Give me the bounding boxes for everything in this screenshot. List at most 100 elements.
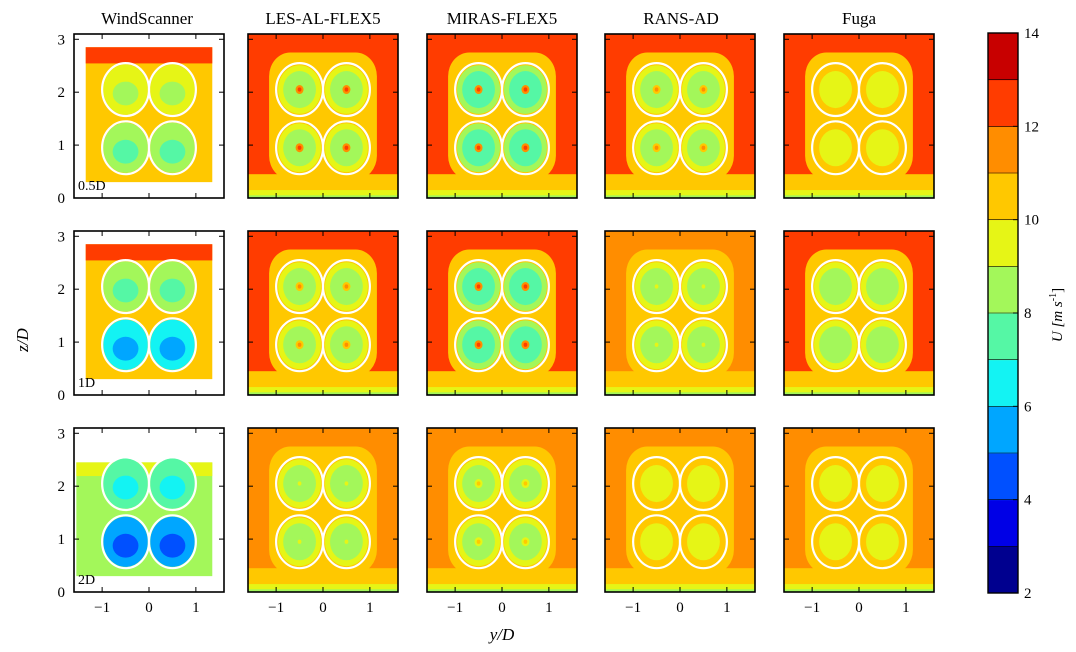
rotor-wake-core <box>866 465 899 503</box>
panel-les-al-flex5-1d <box>247 230 399 396</box>
colorbar-tick-label: 8 <box>1024 306 1032 322</box>
y-axis-label-text: z/D <box>13 327 32 352</box>
rotor-outline <box>678 258 728 315</box>
rotor-outline <box>678 455 728 512</box>
rotor-outline <box>678 514 728 570</box>
hub-jet <box>344 284 349 289</box>
rotor-outline <box>147 120 197 176</box>
colorbar-band <box>988 313 1018 361</box>
rotor-wake-deficit <box>159 475 186 500</box>
rotor-wake-deficit <box>159 81 186 106</box>
rotor-wake-deficit <box>112 533 139 558</box>
panel-rans-ad-1d <box>604 230 756 396</box>
rotor-wake-core <box>819 523 852 561</box>
rotor-wake-core <box>866 326 899 364</box>
upper-flow-band <box>85 244 213 261</box>
rotor-wake-core <box>819 71 852 109</box>
hub-jet <box>523 284 528 289</box>
rotor-wake-core <box>866 268 899 306</box>
y-tick-label: 3 <box>58 32 66 48</box>
axis-ticks: 0 1 2 3 0 1 2 3 0 1 2 3 −1 0 1 −1 0 1 −1 0 1 −1 0 1 −1 0 1 <box>58 32 910 616</box>
y-tick-label: 1 <box>58 138 66 154</box>
column-title-fuga: Fuga <box>842 9 876 28</box>
panel-les-al-flex5-2d <box>247 427 399 593</box>
rotor-wake-core <box>640 465 673 503</box>
y-tick-label: 2 <box>58 479 66 495</box>
hub-jet <box>701 145 706 150</box>
hub-jet <box>297 539 302 544</box>
rotor-outline <box>321 258 371 315</box>
y-tick-label: 3 <box>58 229 66 245</box>
colorbar-band <box>988 546 1018 594</box>
hub-jet <box>476 539 481 544</box>
rotor-outline <box>321 61 371 118</box>
hub-jet <box>344 539 349 544</box>
rotor-outline <box>857 258 907 315</box>
hub-jet <box>476 284 481 289</box>
colorbar-band <box>988 359 1018 407</box>
colorbar-band <box>988 266 1018 314</box>
hub-jet <box>523 145 528 150</box>
colorbar-tick-label: 12 <box>1024 119 1039 135</box>
x-tick-label: 0 <box>319 600 327 616</box>
rotor-wake-core <box>819 268 852 306</box>
row-tag: 1D <box>78 376 95 391</box>
panel-grid: 0.5D 1D 2D <box>73 33 935 593</box>
rotor-outline <box>857 61 907 118</box>
column-titles: WindScanner LES-AL-FLEX5 MIRAS-FLEX5 RAN… <box>101 9 876 28</box>
hub-jet <box>344 481 349 486</box>
colorbar-band <box>988 219 1018 267</box>
hub-jet <box>297 145 302 150</box>
x-tick-label: −1 <box>804 600 820 616</box>
y-tick-label: 0 <box>58 585 66 601</box>
hub-jet <box>476 481 481 486</box>
hub-jet <box>344 145 349 150</box>
rotor-outline <box>500 455 550 512</box>
hub-jet <box>654 284 659 289</box>
x-tick-label: 0 <box>498 600 506 616</box>
rotor-outline <box>678 120 728 176</box>
rotor-wake-deficit <box>112 475 139 500</box>
x-tick-label: −1 <box>447 600 463 616</box>
rotor-outline <box>321 120 371 176</box>
colorbar-band <box>988 406 1018 454</box>
rotor-outline <box>500 317 550 373</box>
rotor-wake-core <box>866 523 899 561</box>
panel-rans-ad-2d <box>604 427 756 593</box>
rotor-wake-core <box>819 326 852 364</box>
hub-jet <box>523 481 528 486</box>
rotor-outline <box>857 514 907 570</box>
rotor-wake-core <box>819 129 852 167</box>
colorbar-band <box>988 126 1018 174</box>
rotor-wake-core <box>866 129 899 167</box>
hub-jet <box>297 87 302 92</box>
hub-jet <box>701 342 706 347</box>
rotor-outline <box>857 317 907 373</box>
x-axis-label: y/D <box>488 625 515 644</box>
rotor-wake-deficit <box>112 139 139 164</box>
row-tag: 2D <box>78 573 95 588</box>
colorbar-band <box>988 173 1018 221</box>
y-tick-label: 2 <box>58 85 66 101</box>
hub-jet <box>297 342 302 347</box>
colorbar-tick-label: 14 <box>1024 26 1040 42</box>
hub-jet <box>701 87 706 92</box>
panel-rans-ad-0-5d <box>604 33 756 199</box>
x-tick-label: 1 <box>723 600 731 616</box>
y-tick-label: 1 <box>58 532 66 548</box>
x-tick-label: 0 <box>145 600 153 616</box>
column-title-windscanner: WindScanner <box>101 9 193 28</box>
colorbar-band <box>988 33 1018 81</box>
x-tick-label: 1 <box>902 600 910 616</box>
rotor-outline <box>500 61 550 118</box>
panel-fuga-2d <box>783 427 935 593</box>
rotor-outline <box>147 258 197 315</box>
rotor-outline <box>857 455 907 512</box>
x-tick-label: 1 <box>192 600 200 616</box>
rotor-outline <box>147 317 197 373</box>
y-tick-label: 3 <box>58 426 66 442</box>
rotor-wake-core <box>640 523 673 561</box>
rotor-wake-deficit <box>159 139 186 164</box>
x-tick-label: 1 <box>366 600 374 616</box>
rotor-outline <box>500 514 550 570</box>
